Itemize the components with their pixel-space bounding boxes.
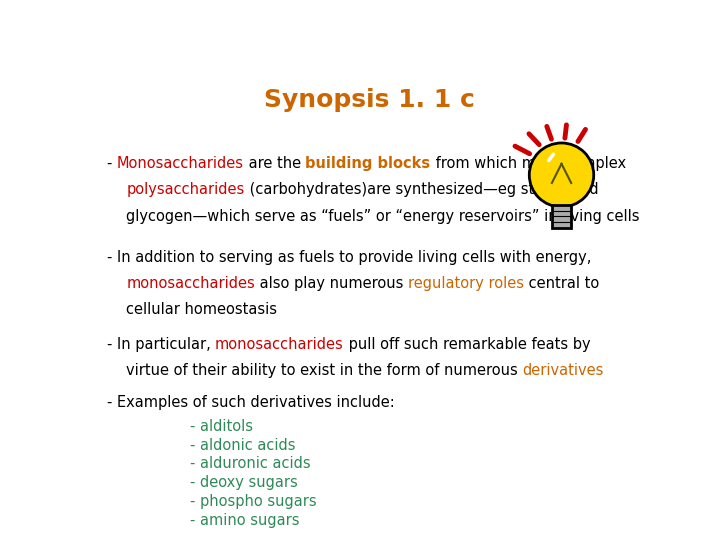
Text: derivatives: derivatives (523, 363, 604, 379)
Text: cellular homeostasis: cellular homeostasis (126, 302, 277, 317)
Text: -: - (107, 156, 117, 171)
Text: monosaccharides: monosaccharides (215, 337, 344, 352)
Text: - alduronic acids: - alduronic acids (190, 456, 311, 471)
Text: (carbohydrates)are synthesized—eg starch and: (carbohydrates)are synthesized—eg starch… (245, 183, 598, 198)
Text: monosaccharides: monosaccharides (126, 276, 255, 291)
Text: In addition to serving as fuels to provide living cells with energy,: In addition to serving as fuels to provi… (117, 250, 591, 265)
Ellipse shape (529, 143, 594, 207)
Text: In particular,: In particular, (117, 337, 215, 352)
Text: glycogen—which serve as “fuels” or “energy reservoirs” in living cells: glycogen—which serve as “fuels” or “ener… (126, 208, 640, 224)
Text: from which more complex: from which more complex (431, 156, 626, 171)
Text: also play numerous: also play numerous (255, 276, 408, 291)
Bar (552, 205, 571, 228)
Text: -: - (107, 250, 117, 265)
Text: pull off such remarkable feats by: pull off such remarkable feats by (344, 337, 590, 352)
Text: regulatory roles: regulatory roles (408, 276, 524, 291)
Text: - alditols: - alditols (190, 419, 253, 434)
Text: - deoxy sugars: - deoxy sugars (190, 475, 298, 490)
Text: -: - (107, 337, 117, 352)
Text: Monosaccharides: Monosaccharides (117, 156, 244, 171)
Text: central to: central to (524, 276, 599, 291)
Text: Examples of such derivatives include:: Examples of such derivatives include: (117, 395, 395, 410)
Text: virtue of their ability to exist in the form of numerous: virtue of their ability to exist in the … (126, 363, 523, 379)
Text: Synopsis 1. 1 c: Synopsis 1. 1 c (264, 87, 474, 112)
Text: - phospho sugars: - phospho sugars (190, 494, 317, 509)
Text: -: - (107, 395, 117, 410)
Text: building blocks: building blocks (305, 156, 431, 171)
Text: polysaccharides: polysaccharides (126, 183, 245, 198)
Text: are the: are the (244, 156, 305, 171)
Text: - amino sugars: - amino sugars (190, 512, 300, 528)
Text: - aldonic acids: - aldonic acids (190, 438, 296, 453)
